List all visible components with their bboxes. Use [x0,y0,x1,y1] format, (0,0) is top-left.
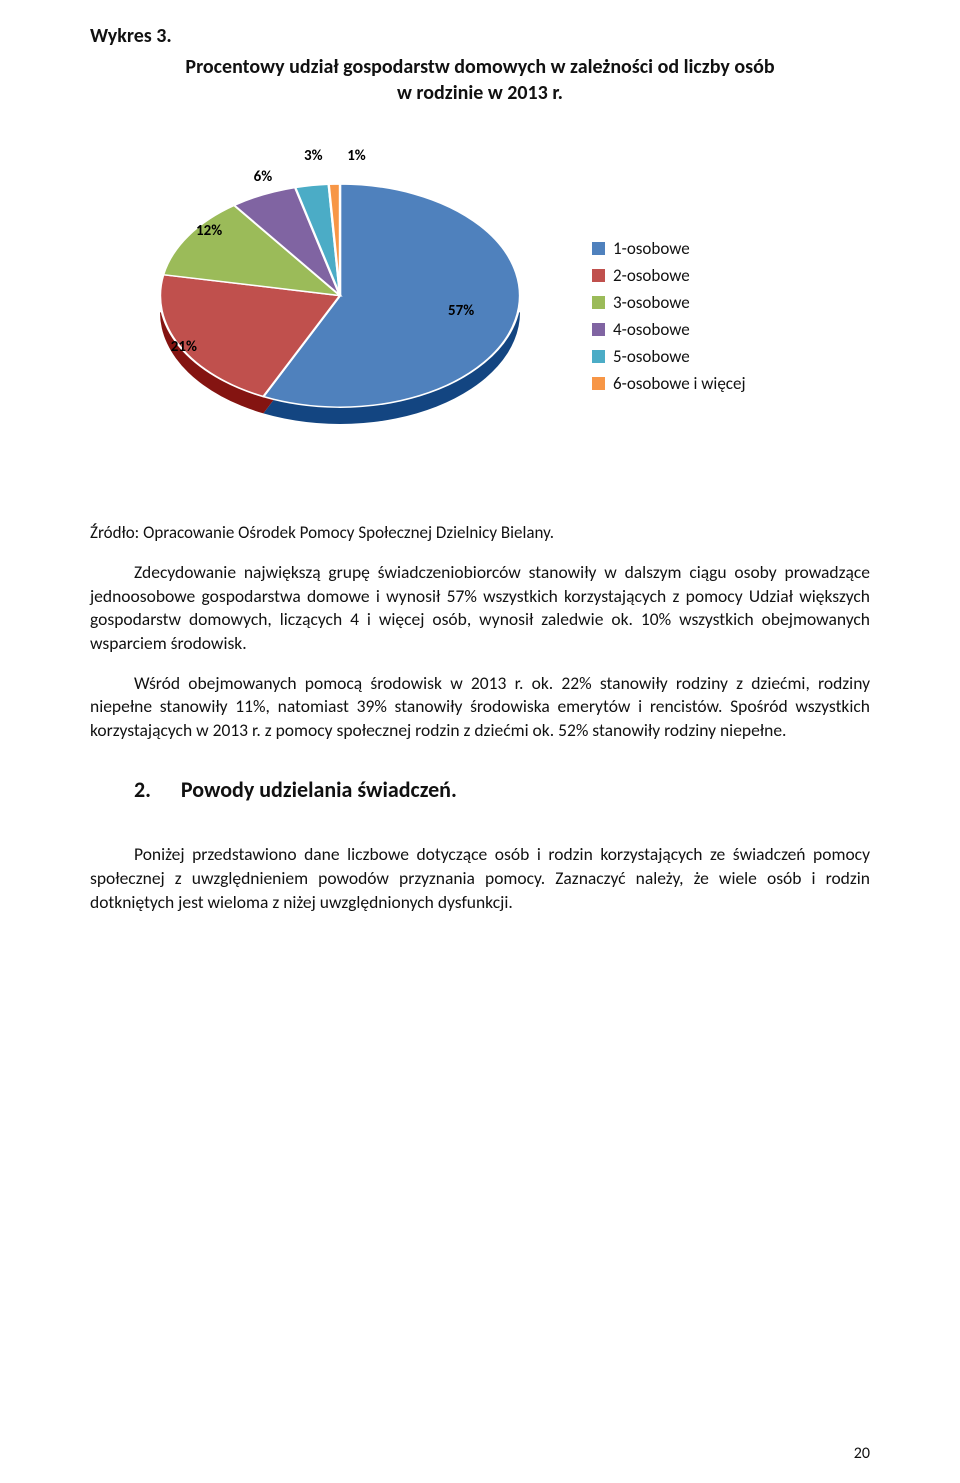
legend-swatch [592,377,605,390]
section-2-heading: 2. Powody udzielania świadczeń. [134,776,870,803]
pie-slice-label: 21% [171,338,197,356]
legend-item: 1-osobowe [592,238,746,259]
legend-swatch [592,323,605,336]
legend-label: 3-osobowe [613,292,690,313]
legend-label: 6-osobowe i więcej [613,373,746,394]
legend-label: 2-osobowe [613,265,690,286]
legend-item: 2-osobowe [592,265,746,286]
legend-swatch [592,350,605,363]
pie-slice-label: 6% [254,168,273,186]
subtitle-line-1: Procentowy udział gospodarstw domowych w… [185,55,774,79]
legend-item: 4-osobowe [592,319,746,340]
figure-subtitle: Procentowy udział gospodarstw domowych w… [90,54,870,106]
page-root: Wykres 3. Procentowy udział gospodarstw … [0,0,960,1483]
legend-label: 5-osobowe [613,346,690,367]
subtitle-line-2: w rodzinie w 2013 r. [397,81,563,105]
legend-swatch [592,296,605,309]
legend-item: 6-osobowe i więcej [592,373,746,394]
legend-swatch [592,242,605,255]
paragraph-3: Poniżej przedstawiono dane liczbowe doty… [90,843,870,914]
legend-label: 1-osobowe [613,238,690,259]
legend-item: 3-osobowe [592,292,746,313]
pie-slice-label: 3% [304,147,323,165]
page-number: 20 [854,1444,870,1463]
pie-chart: 57% 21% 12% 6% 3% 1% [160,136,520,496]
section-number: 2. [134,776,151,803]
chart-block: 57% 21% 12% 6% 3% 1% 1-osobowe 2-osobowe 3-osob… [160,136,870,496]
chart-caption: Źródło: Opracowanie Ośrodek Pomocy Społe… [90,522,870,543]
section-title: Powody udzielania świadczeń. [181,776,457,803]
paragraph-1: Zdecydowanie największą grupę świadczeni… [90,561,870,656]
legend-label: 4-osobowe [613,319,690,340]
figure-label: Wykres 3. [90,24,870,48]
pie-slice-label: 1% [347,147,366,165]
paragraph-2: Wśród obejmowanych pomocą środowisk w 20… [90,672,870,743]
legend-item: 5-osobowe [592,346,746,367]
pie-slice-label: 57% [448,302,474,320]
pie-legend: 1-osobowe 2-osobowe 3-osobowe 4-osobowe 5-os… [592,238,746,394]
pie-slice-label: 12% [196,222,222,240]
legend-swatch [592,269,605,282]
